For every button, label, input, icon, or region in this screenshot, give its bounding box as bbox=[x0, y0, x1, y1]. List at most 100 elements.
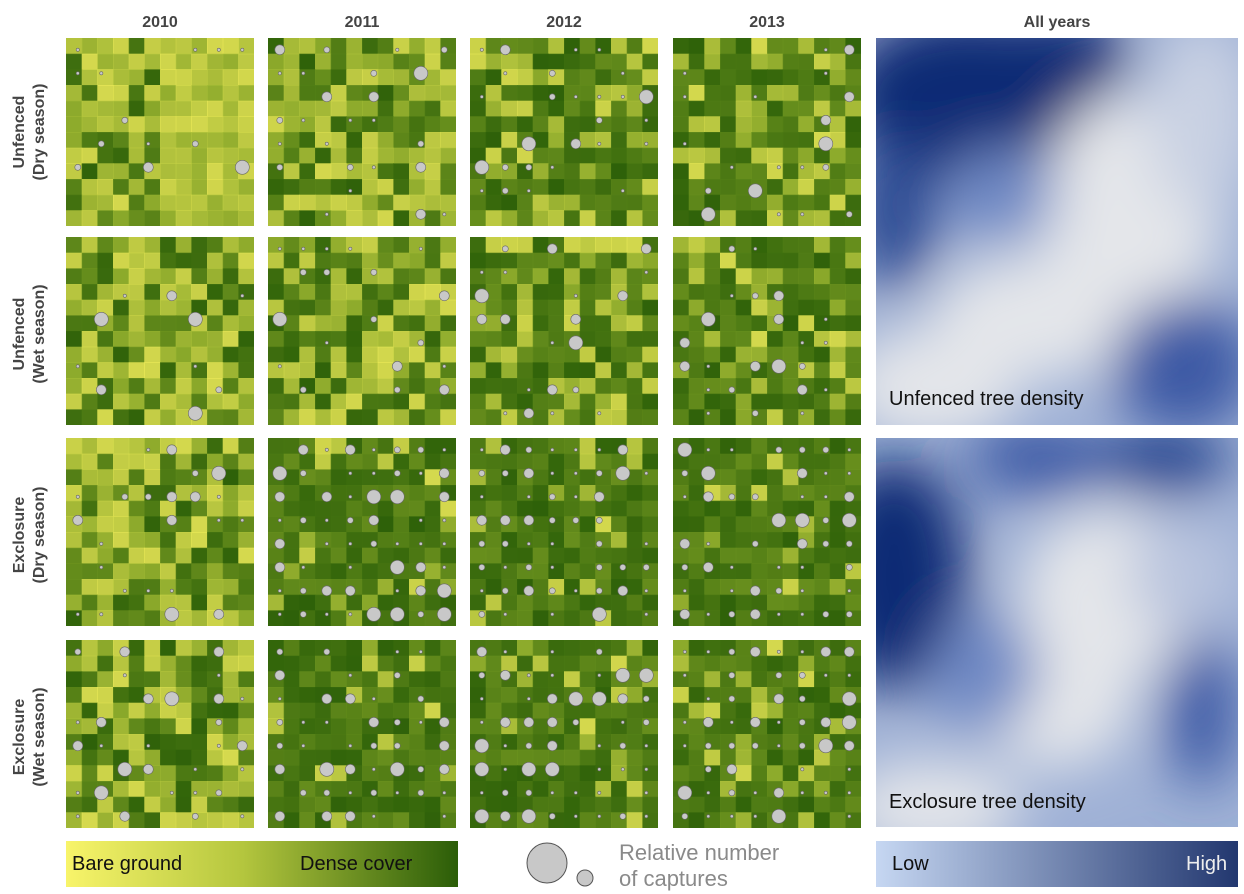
capture-marker bbox=[478, 671, 486, 679]
capture-marker bbox=[525, 446, 533, 454]
capture-marker bbox=[797, 384, 808, 396]
capture-marker bbox=[644, 541, 649, 546]
capture-marker bbox=[728, 493, 736, 501]
cover-heatmap-panel bbox=[673, 237, 861, 425]
capture-marker bbox=[164, 691, 180, 707]
capture-marker bbox=[822, 540, 830, 548]
capture-marker bbox=[499, 444, 511, 456]
capture-marker bbox=[620, 188, 625, 193]
capture-marker bbox=[549, 93, 556, 101]
capture-marker bbox=[394, 469, 401, 477]
capture-marker bbox=[644, 471, 649, 476]
capture-marker bbox=[476, 646, 488, 658]
capture-marker bbox=[620, 71, 625, 76]
capture-marker bbox=[347, 164, 354, 171]
capture-marker bbox=[368, 91, 380, 103]
capture-marker bbox=[395, 790, 400, 795]
capture-marker bbox=[597, 673, 602, 678]
capture-marker bbox=[216, 47, 221, 52]
capture-marker bbox=[800, 340, 805, 345]
capture-marker bbox=[324, 212, 329, 217]
capture-marker bbox=[550, 165, 555, 170]
column-title-2012: 2012 bbox=[546, 14, 582, 31]
capture-marker bbox=[728, 695, 736, 703]
capture-marker bbox=[240, 767, 245, 772]
capture-marker bbox=[145, 493, 152, 501]
capture-marker bbox=[643, 695, 650, 703]
capture-marker bbox=[235, 160, 250, 175]
capture-marker bbox=[748, 183, 763, 199]
capture-marker bbox=[679, 361, 691, 372]
capture-marker bbox=[597, 94, 602, 99]
capture-marker bbox=[820, 646, 832, 658]
capture-marker bbox=[596, 517, 603, 524]
capture-marker bbox=[319, 762, 335, 777]
capture-marker bbox=[776, 720, 781, 725]
capture-marker bbox=[799, 742, 806, 750]
capture-marker bbox=[501, 164, 509, 171]
capture-marker bbox=[499, 669, 511, 681]
capture-marker bbox=[682, 649, 687, 654]
capture-marker bbox=[776, 212, 781, 217]
capture-marker bbox=[188, 312, 203, 327]
capture-marker bbox=[390, 762, 405, 777]
capture-marker bbox=[324, 518, 329, 523]
capture-marker bbox=[597, 743, 602, 748]
capture-marker bbox=[418, 649, 423, 654]
capture-marker bbox=[417, 766, 425, 773]
capture-marker bbox=[74, 164, 82, 171]
capture-marker bbox=[72, 515, 84, 526]
capture-marker bbox=[394, 719, 401, 726]
capture-marker bbox=[573, 94, 578, 99]
capture-marker bbox=[345, 585, 356, 597]
capture-marker bbox=[193, 790, 198, 795]
capture-marker bbox=[441, 46, 448, 54]
capture-marker bbox=[193, 364, 198, 369]
capture-marker bbox=[525, 564, 533, 571]
capture-marker bbox=[188, 406, 203, 421]
capture-marker bbox=[682, 743, 687, 748]
capture-marker bbox=[682, 588, 687, 593]
capture-marker bbox=[639, 667, 654, 683]
capture-marker bbox=[596, 540, 603, 548]
capture-marker bbox=[573, 814, 578, 819]
cover-heatmap-panel bbox=[673, 38, 861, 226]
capture-marker bbox=[822, 446, 830, 454]
capture-marker bbox=[682, 141, 687, 146]
cover-heatmap-panel bbox=[268, 640, 456, 828]
captures-legend-label: Relative number of captures bbox=[619, 840, 780, 891]
capture-marker bbox=[371, 696, 376, 701]
capture-marker bbox=[75, 814, 80, 819]
capture-marker bbox=[525, 164, 533, 171]
capture-marker bbox=[773, 290, 785, 302]
capture-marker bbox=[418, 518, 423, 523]
capture-marker bbox=[729, 814, 734, 819]
capture-marker bbox=[348, 565, 353, 570]
capture-marker bbox=[99, 541, 104, 546]
capture-marker bbox=[844, 646, 855, 658]
capture-marker bbox=[681, 469, 689, 477]
capture-marker bbox=[800, 790, 805, 795]
capture-marker bbox=[417, 339, 425, 347]
capture-marker bbox=[572, 386, 580, 394]
capture-marker bbox=[679, 538, 691, 550]
capture-marker bbox=[479, 588, 484, 593]
capture-marker bbox=[823, 673, 828, 678]
capture-marker bbox=[729, 293, 734, 298]
capture-marker bbox=[823, 47, 828, 52]
capture-marker bbox=[439, 384, 450, 396]
capture-marker bbox=[479, 696, 484, 701]
capture-marker bbox=[395, 588, 400, 593]
capture-marker bbox=[644, 743, 649, 748]
capture-marker bbox=[573, 293, 578, 298]
capture-marker bbox=[644, 588, 649, 593]
capture-marker bbox=[370, 316, 378, 323]
capture-marker bbox=[166, 290, 178, 302]
capture-marker bbox=[706, 612, 711, 617]
capture-marker bbox=[348, 471, 353, 476]
capture-marker bbox=[643, 719, 650, 726]
capture-marker bbox=[499, 717, 511, 728]
capture-marker bbox=[301, 720, 306, 725]
capture-marker bbox=[395, 47, 400, 52]
capture-marker bbox=[503, 71, 508, 76]
